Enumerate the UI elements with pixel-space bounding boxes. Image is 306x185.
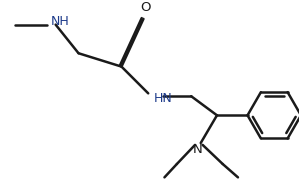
Text: HN: HN xyxy=(154,92,173,105)
Text: NH: NH xyxy=(51,15,69,28)
Text: O: O xyxy=(140,1,151,14)
Text: N: N xyxy=(193,143,203,156)
